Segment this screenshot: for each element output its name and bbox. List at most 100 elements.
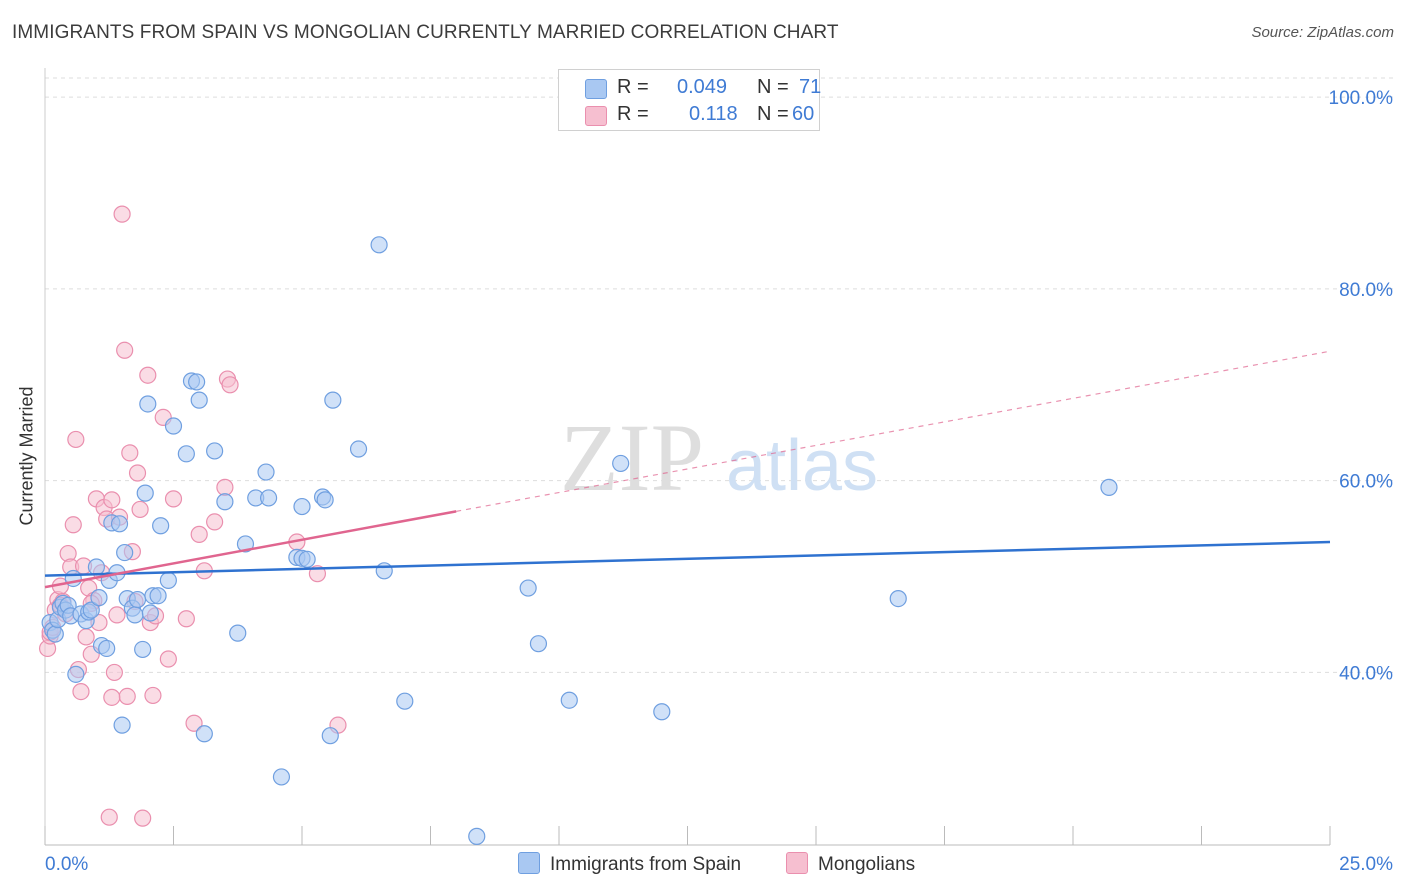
spain-point [188, 373, 206, 391]
spain-point [136, 484, 154, 502]
spain-point [298, 550, 316, 568]
mongolian-point [103, 688, 121, 706]
mongolian-point [216, 478, 234, 496]
spain-point [468, 827, 486, 845]
mongolian-point [72, 682, 90, 701]
legend-swatch-mongolians [786, 852, 808, 874]
mongolian-point [159, 650, 177, 668]
source-label: Source: ZipAtlas.com [1251, 24, 1394, 41]
spain-point [272, 768, 291, 786]
spain-point [87, 558, 106, 576]
spain-point [1100, 478, 1118, 496]
spain-point [370, 236, 388, 254]
legend-swatch-mongolians [585, 106, 607, 126]
spain-trend-line [44, 540, 1331, 577]
mongolian-point [121, 444, 139, 462]
spain-point [519, 579, 537, 597]
spain-point [259, 489, 278, 507]
legend-item-spain: Immigrants from Spain [518, 852, 741, 876]
spain-point [612, 454, 630, 473]
spain-point [98, 639, 116, 658]
spain-point [149, 587, 167, 605]
mongolian-point [64, 516, 82, 534]
spain-point [134, 640, 152, 659]
spain-point [139, 395, 157, 413]
mongolian-point [185, 714, 203, 732]
mongolian-point [118, 687, 136, 705]
watermark-atlas: atlas [726, 426, 878, 506]
mongolian-point [190, 525, 208, 543]
spain-point [560, 691, 578, 709]
spain-point [349, 440, 368, 458]
mongolian-point [67, 430, 85, 449]
mongolian-point [113, 205, 131, 223]
mongolian-point [144, 686, 162, 705]
spain-point [67, 665, 85, 683]
x-tick-label: 25.0% [1339, 854, 1393, 875]
watermark-zip: ZIP [560, 404, 704, 511]
spain-point [293, 497, 311, 516]
spain-point [316, 491, 334, 509]
spain-point [46, 625, 64, 643]
mongolian-point [105, 663, 123, 682]
spain-point [113, 716, 131, 734]
legend-swatch-spain [518, 852, 540, 874]
spain-point [82, 601, 100, 619]
legend-label-mongolians: Mongolians [818, 854, 916, 875]
mongolian-point [100, 808, 118, 826]
legend-item-mongolians: Mongolians [786, 852, 915, 876]
spain-point [236, 535, 255, 553]
legend-label-spain: Immigrants from Spain [550, 854, 742, 875]
spain-point [195, 725, 213, 743]
mongolian-point [177, 610, 195, 628]
spain-point [229, 624, 247, 642]
spain-point [152, 517, 170, 535]
legend-n-value: 60 [792, 103, 815, 125]
mongolian-point [108, 606, 126, 624]
spain-point [116, 543, 134, 562]
spain-point [177, 445, 195, 463]
mongolian-point [131, 500, 149, 519]
spain-point [159, 571, 177, 589]
spain-point [321, 727, 339, 745]
spain-point [164, 417, 183, 435]
y-tick-label: 40.0% [1339, 663, 1393, 684]
legend-r-label: R = [617, 103, 649, 125]
mongolian-trend-line [44, 510, 457, 589]
spain-point [889, 590, 907, 608]
mongolian-trend-extension [456, 350, 1331, 512]
spain-point [141, 604, 159, 622]
legend-r-label: R = [617, 76, 649, 98]
spain-point [529, 635, 548, 653]
mongolian-point [134, 809, 152, 827]
legend-r-value: 0.049 [677, 76, 728, 98]
spain-point [128, 590, 147, 609]
mongolian-point [116, 341, 134, 359]
spain-point [653, 703, 671, 721]
legend-swatch-spain [585, 79, 607, 99]
legend-n-value: 71 [799, 76, 822, 98]
spain-point [324, 391, 342, 409]
legend-r-value: 0.118 [689, 103, 738, 125]
legend-n-label: N = [757, 103, 789, 125]
spain-point [396, 692, 414, 710]
spain-point [375, 562, 393, 580]
x-tick-label: 0.0% [45, 854, 88, 875]
correlation-legend: R = 0.049 N = 71 R = 0.118 N = 60 [558, 69, 822, 131]
chart-title: IMMIGRANTS FROM SPAIN VS MONGOLIAN CURRE… [12, 22, 839, 43]
legend-n-label: N = [757, 76, 789, 98]
mongolian-point [206, 513, 224, 531]
mongolian-point [77, 628, 95, 646]
y-tick-label: 60.0% [1339, 472, 1393, 493]
spain-point [90, 589, 108, 607]
y-tick-label: 80.0% [1339, 280, 1393, 301]
spain-point [110, 515, 129, 533]
mongolian-point [164, 490, 183, 508]
mongolian-point [103, 491, 121, 509]
mongolian-point [221, 376, 239, 394]
spain-point [190, 391, 208, 409]
mongolian-point [139, 366, 157, 384]
spain-point [126, 606, 144, 624]
y-tick-label: 100.0% [1329, 88, 1394, 109]
